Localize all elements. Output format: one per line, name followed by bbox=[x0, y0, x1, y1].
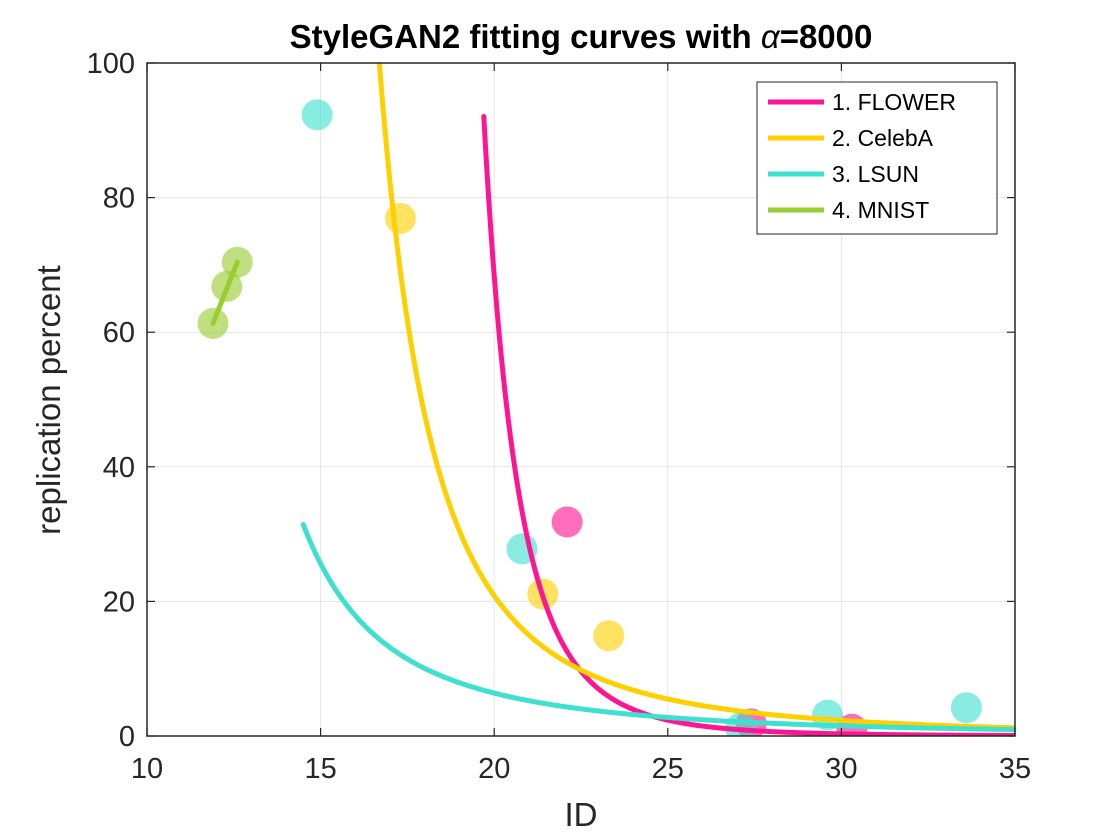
legend-label-lsun: 3. LSUN bbox=[832, 161, 919, 187]
x-tick-label: 25 bbox=[652, 753, 684, 785]
data-point-celeba bbox=[384, 202, 416, 234]
y-tick-label: 20 bbox=[103, 586, 135, 618]
data-point-flower bbox=[551, 506, 583, 538]
legend-label-mnist: 4. MNIST bbox=[832, 197, 929, 223]
axes-box bbox=[146, 62, 1016, 737]
x-tick-label: 20 bbox=[478, 753, 510, 785]
chart-title: StyleGAN2 fitting curves with α=8000 bbox=[290, 18, 873, 55]
data-point-lsun bbox=[950, 692, 982, 724]
y-axis-label: replication percent bbox=[30, 265, 67, 535]
ticks: 10 15 20 25 30 35 0 20 40 60 80 100 bbox=[87, 48, 1032, 785]
data-point-celeba bbox=[593, 620, 625, 652]
x-axis-label: ID bbox=[565, 796, 598, 833]
legend-label-celeba: 2. CelebA bbox=[832, 125, 934, 151]
fit-curve-celeba bbox=[376, 63, 1015, 731]
fit-curve-flower bbox=[481, 114, 1015, 736]
x-tick-label: 30 bbox=[825, 753, 857, 785]
legend-label-flower: 1. FLOWER bbox=[832, 89, 956, 115]
title-suffix: =8000 bbox=[780, 18, 873, 55]
y-tick-label: 80 bbox=[103, 183, 135, 215]
fit-curve-lsun bbox=[300, 522, 1015, 733]
plot-content bbox=[197, 63, 1015, 736]
y-tick-label: 60 bbox=[103, 317, 135, 349]
title-prefix: StyleGAN2 fitting curves with bbox=[290, 18, 761, 55]
y-tick-label: 100 bbox=[87, 48, 135, 80]
fit-curve-mnist bbox=[210, 259, 240, 326]
x-tick-label: 35 bbox=[999, 753, 1031, 785]
data-point-lsun bbox=[301, 99, 333, 131]
title-alpha-symbol: α bbox=[761, 18, 781, 55]
y-tick-label: 0 bbox=[119, 721, 135, 753]
x-tick-label: 15 bbox=[304, 753, 336, 785]
x-tick-label: 10 bbox=[131, 753, 163, 785]
legend: 1. FLOWER 2. CelebA 3. LSUN 4. MNIST bbox=[756, 81, 998, 235]
plot-area bbox=[197, 63, 1015, 736]
y-tick-label: 40 bbox=[103, 452, 135, 484]
